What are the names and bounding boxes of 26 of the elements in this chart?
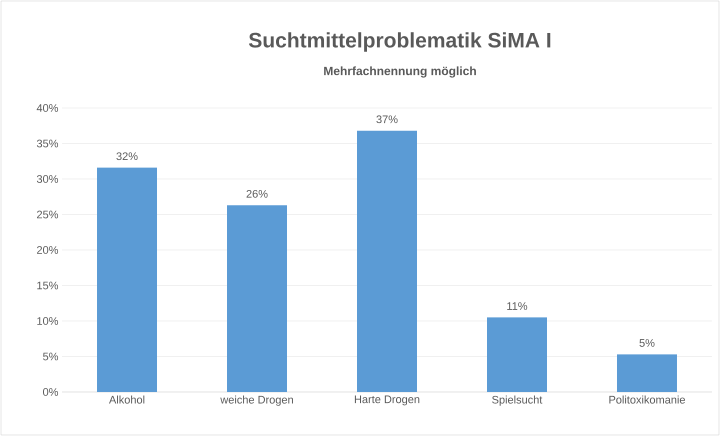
y-tick-label: 20% — [37, 246, 58, 254]
y-tick-label: 25% — [37, 210, 58, 218]
bar — [357, 130, 417, 392]
x-tick-label: Alkohol — [108, 396, 144, 404]
bar — [97, 168, 158, 392]
bar — [616, 354, 677, 392]
bar — [227, 205, 288, 392]
data-label: 37% — [376, 115, 398, 124]
x-tick-label: weiche Drogen — [220, 396, 293, 406]
data-label: 32% — [116, 152, 138, 160]
y-tick-label: 35% — [36, 140, 58, 148]
y-tick-label: 30% — [36, 175, 58, 183]
y-tick-label: 0% — [43, 388, 58, 396]
data-label: 5% — [639, 339, 655, 347]
x-tick-label: Harte Drogen — [354, 396, 420, 406]
x-tick-label: Spielsucht — [492, 396, 542, 406]
x-tick-label: Politoxikomanie — [609, 396, 686, 404]
y-tick-label: 40% — [36, 104, 58, 112]
y-tick-label: 10% — [37, 317, 58, 325]
chart-title: Suchtmittelproblematik SiMA I — [248, 32, 550, 52]
data-label: 11% — [507, 302, 528, 310]
data-label: 26% — [246, 190, 268, 198]
y-tick-label: 5% — [43, 352, 58, 360]
y-tick-label: 15% — [37, 282, 58, 290]
chart-subtitle: Mehrfachnennung möglich — [324, 66, 476, 78]
bar — [487, 317, 547, 392]
